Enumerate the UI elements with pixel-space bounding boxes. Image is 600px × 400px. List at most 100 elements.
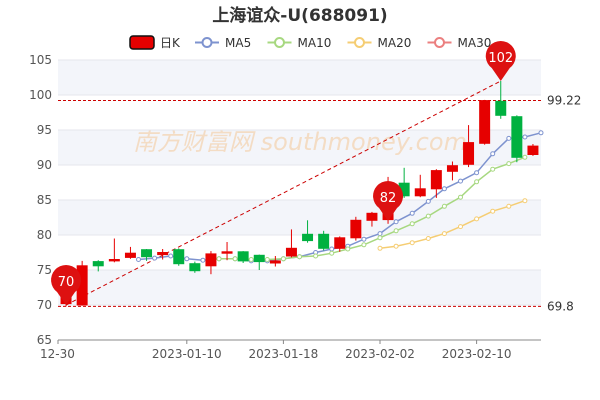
- price-pin: 70: [51, 265, 82, 305]
- legend-item[interactable]: MA30: [427, 36, 492, 50]
- ma10-point: [377, 235, 383, 241]
- candle-down: [253, 254, 265, 270]
- candle-up: [269, 256, 281, 267]
- legend-marker: [201, 37, 213, 48]
- candle-body: [302, 233, 314, 242]
- x-tick-label: 2023-01-10: [152, 347, 222, 361]
- grid-band: [58, 200, 541, 235]
- candle-body: [495, 100, 507, 116]
- y-tick-label: 85: [37, 193, 52, 207]
- candle-up: [414, 174, 426, 198]
- ma5-point: [441, 186, 447, 192]
- pin-marker: [51, 265, 82, 305]
- candle-down: [511, 115, 523, 163]
- ma10-point: [313, 253, 319, 259]
- ma10-point: [345, 246, 351, 252]
- legend-item[interactable]: MA20: [347, 36, 412, 50]
- legend-label: MA20: [378, 36, 412, 50]
- candle-body: [92, 261, 104, 267]
- ma10-point: [522, 154, 528, 160]
- ma5-point: [458, 178, 463, 184]
- candle-body: [527, 145, 539, 156]
- candle-body: [285, 247, 297, 257]
- ma5-point: [425, 198, 431, 204]
- ma10-point: [264, 257, 270, 262]
- ma10-point: [248, 257, 254, 262]
- legend-label: MA10: [298, 36, 332, 50]
- ma20-point: [474, 216, 480, 222]
- y-tick-label: 80: [37, 228, 52, 242]
- ma10-point: [216, 256, 222, 262]
- x-tick-label: 12-30: [40, 347, 75, 361]
- ma5-point: [361, 236, 367, 242]
- legend-item[interactable]: 日K: [129, 35, 181, 50]
- ma20-point: [458, 224, 463, 230]
- grid-band: [58, 60, 541, 95]
- x-tick-label: 2023-02-10: [442, 347, 512, 361]
- candle-down: [318, 230, 330, 251]
- candle-body: [205, 253, 217, 267]
- watermark: 南方财富网 southmoney.com: [133, 128, 467, 156]
- candle-up: [463, 125, 475, 168]
- ma20-point: [393, 243, 399, 249]
- legend-item[interactable]: MA5: [195, 36, 251, 50]
- ma20-point: [441, 231, 447, 237]
- ma20-point: [425, 236, 431, 241]
- ma5-point: [377, 231, 383, 237]
- candle-down: [173, 248, 185, 266]
- candle-up: [446, 161, 458, 181]
- reference-lines: 69.8 99.22: [58, 80, 581, 313]
- ma10-point: [441, 203, 447, 209]
- candle-body: [141, 249, 153, 258]
- ma5-point: [393, 219, 399, 225]
- candle-body: [237, 251, 249, 262]
- ma5-point: [538, 130, 544, 136]
- candle-body: [157, 252, 169, 256]
- candle-body: [269, 260, 281, 264]
- candle-body: [334, 237, 346, 249]
- candle-down: [302, 220, 314, 243]
- ma10-point: [458, 194, 463, 200]
- grid-band: [58, 270, 541, 305]
- legend[interactable]: 日K MA5 MA10 MA20 MA30: [129, 35, 492, 50]
- trend-line: [65, 80, 501, 306]
- ma5-point: [506, 135, 512, 141]
- candle-body: [253, 254, 265, 263]
- candle-up: [124, 246, 136, 259]
- ma10-point: [280, 256, 286, 262]
- ma5-point: [168, 253, 174, 259]
- ma10-point: [361, 242, 367, 248]
- ma5-point: [136, 257, 141, 262]
- candle-body: [479, 100, 491, 144]
- candle-body: [108, 259, 120, 262]
- legend-candle-swatch: [129, 35, 155, 50]
- candle-down: [237, 251, 249, 263]
- legend-label: 日K: [160, 36, 181, 50]
- candle-up: [334, 236, 346, 252]
- grid-bands: [58, 60, 541, 305]
- candle-up: [157, 249, 169, 260]
- x-tick-label: 2023-01-18: [249, 347, 319, 361]
- ma10-point: [393, 228, 399, 234]
- candle-body: [463, 142, 475, 165]
- candle-down: [189, 261, 201, 273]
- ma10-point: [490, 166, 496, 172]
- ma10-point: [297, 254, 302, 260]
- candle-body: [173, 249, 185, 265]
- candle-up: [205, 251, 217, 275]
- ma5-point: [474, 170, 480, 176]
- moving-averages: [136, 130, 544, 264]
- x-tick-label: 2023-02-02: [345, 347, 415, 361]
- pin-label: 102: [488, 51, 513, 66]
- candle-up: [479, 99, 491, 145]
- grid-band: [58, 130, 541, 165]
- legend-item[interactable]: MA10: [267, 36, 332, 50]
- ma20-point: [522, 198, 528, 204]
- y-tick-label: 65: [37, 333, 52, 347]
- ma5-point: [409, 210, 415, 216]
- ma20-point: [506, 203, 512, 209]
- candle-body: [366, 212, 378, 221]
- legend-marker: [434, 37, 445, 48]
- candle-down: [92, 260, 104, 272]
